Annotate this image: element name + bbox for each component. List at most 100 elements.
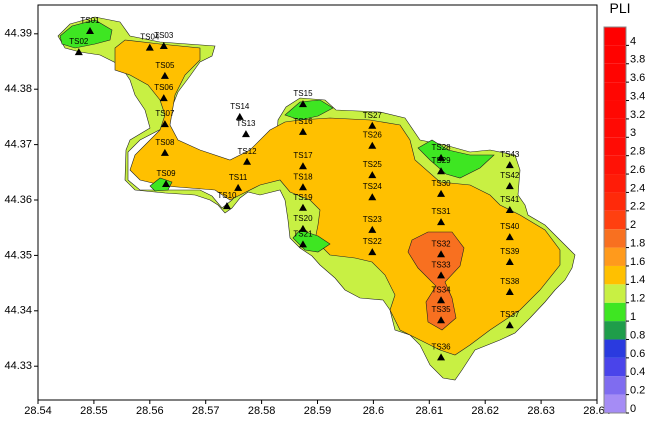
station-label: TS28 bbox=[431, 143, 451, 152]
station-label: TS18 bbox=[293, 172, 313, 181]
station-marker bbox=[235, 112, 244, 120]
station-marker bbox=[437, 271, 446, 279]
y-tick-label: 44.38 bbox=[4, 83, 32, 95]
station-marker bbox=[437, 316, 446, 324]
station-marker bbox=[505, 182, 514, 190]
station-label: TS38 bbox=[500, 277, 520, 286]
y-tick-label: 44.37 bbox=[4, 139, 32, 151]
colorbar-band bbox=[604, 45, 626, 64]
station-label: TS32 bbox=[431, 239, 451, 248]
station-marker bbox=[160, 148, 169, 156]
colorbar-band bbox=[604, 302, 626, 322]
colorbar-tick-label: 0.2 bbox=[630, 385, 645, 397]
x-tick-label: 28.58 bbox=[248, 405, 276, 417]
x-tick-label: 28.6 bbox=[363, 405, 384, 417]
station-label: TS25 bbox=[363, 160, 383, 169]
x-tick-label: 28.55 bbox=[80, 405, 108, 417]
x-tick-label: 28.63 bbox=[527, 405, 555, 417]
station-label: TS14 bbox=[230, 102, 250, 111]
y-tick-label: 44.33 bbox=[4, 360, 32, 372]
station-marker bbox=[368, 248, 377, 256]
colorbar-tick-label: 3.8 bbox=[630, 54, 645, 66]
station-marker bbox=[505, 233, 514, 241]
station-marker bbox=[437, 218, 446, 226]
station-marker bbox=[368, 193, 377, 201]
station-marker bbox=[368, 171, 377, 179]
station-marker bbox=[222, 202, 231, 210]
station-marker bbox=[243, 157, 252, 165]
colorbar-tick-label: 3.2 bbox=[630, 109, 645, 121]
station-marker bbox=[368, 141, 377, 149]
station-label: TS06 bbox=[154, 83, 174, 92]
station-marker bbox=[74, 48, 83, 56]
colorbar-band bbox=[604, 376, 626, 395]
x-tick-label: 28.61 bbox=[416, 405, 444, 417]
x-tick-label: 28.62 bbox=[471, 405, 499, 417]
station-label: TS43 bbox=[500, 150, 520, 159]
station-label: TS19 bbox=[293, 193, 313, 202]
station-label: TS13 bbox=[236, 119, 256, 128]
station-label: TS08 bbox=[155, 138, 175, 147]
station-marker bbox=[505, 161, 514, 169]
y-tick-label: 44.36 bbox=[4, 194, 32, 206]
station-label: TS27 bbox=[363, 111, 383, 120]
station-label: TS10 bbox=[217, 191, 237, 200]
colorbar-band bbox=[604, 321, 626, 340]
station-label: TS40 bbox=[500, 222, 520, 231]
station-label: TS17 bbox=[293, 151, 313, 160]
colorbar-title: PLI bbox=[609, 0, 630, 16]
colorbar-band bbox=[604, 63, 626, 83]
station-marker bbox=[505, 287, 514, 295]
station-label: TS36 bbox=[431, 342, 451, 351]
station-marker bbox=[437, 250, 446, 258]
station-label: TS05 bbox=[155, 61, 175, 70]
x-tick-label: 28.54 bbox=[24, 405, 52, 417]
region-green bbox=[417, 139, 495, 179]
map-regions bbox=[57, 16, 576, 381]
station-marker bbox=[437, 353, 446, 361]
region-green bbox=[284, 99, 334, 121]
station-label: TS35 bbox=[431, 305, 451, 314]
station-label: TS09 bbox=[156, 169, 176, 178]
station-marker bbox=[298, 162, 307, 170]
station-marker bbox=[162, 179, 171, 187]
colorbar-tick-label: 1.4 bbox=[630, 274, 645, 286]
station-marker bbox=[298, 127, 307, 135]
y-tick-label: 44.34 bbox=[4, 305, 32, 317]
colorbar-band bbox=[604, 357, 626, 377]
colorbar-tick-label: 0 bbox=[630, 403, 636, 415]
station-marker bbox=[437, 296, 446, 304]
station-label: TS07 bbox=[155, 109, 175, 118]
colorbar-tick-label: 3.4 bbox=[630, 90, 645, 102]
colorbar-band bbox=[604, 174, 626, 193]
colorbar-band bbox=[604, 82, 626, 101]
colorbar-tick-label: 2.2 bbox=[630, 201, 645, 213]
station-label: TS31 bbox=[431, 207, 451, 216]
station-label: TS12 bbox=[238, 147, 258, 156]
region-high bbox=[407, 231, 465, 331]
x-tick-label: 28.56 bbox=[136, 405, 164, 417]
colorbar-band bbox=[604, 210, 626, 230]
colorbar-tick-label: 1.8 bbox=[630, 237, 645, 249]
colorbar-band bbox=[604, 27, 626, 46]
station-marker bbox=[298, 240, 307, 248]
colorbar-band bbox=[604, 192, 626, 211]
station-label: TS04 bbox=[140, 33, 160, 42]
station-marker bbox=[505, 205, 514, 213]
colorbar-tick-label: 0.4 bbox=[630, 366, 645, 378]
colorbar-band bbox=[604, 247, 626, 266]
station-label: TS26 bbox=[363, 131, 383, 140]
colorbar-band bbox=[604, 229, 626, 248]
station-marker bbox=[505, 321, 514, 329]
station-label: TS42 bbox=[500, 171, 520, 180]
x-tick-label: 28.59 bbox=[304, 405, 332, 417]
colorbar-band bbox=[604, 339, 626, 358]
station-marker bbox=[298, 224, 307, 232]
colorbar-band bbox=[604, 100, 626, 119]
station-label: TS15 bbox=[293, 89, 313, 98]
station-marker bbox=[160, 71, 169, 79]
colorbar-band bbox=[604, 265, 626, 285]
colorbar-band bbox=[604, 118, 626, 138]
colorbar-tick-label: 0.6 bbox=[630, 348, 645, 360]
